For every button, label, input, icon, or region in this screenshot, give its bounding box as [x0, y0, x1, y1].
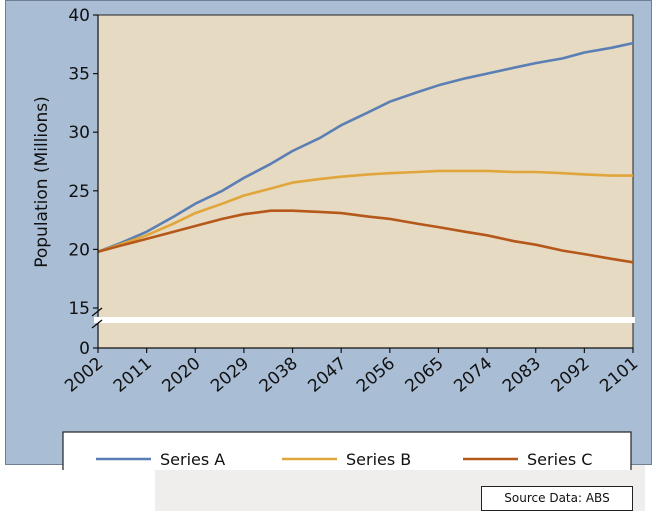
y-tick-label: 20 [68, 240, 90, 260]
y-tick-label: 15 [68, 299, 90, 319]
series-line-series-a [97, 41, 634, 253]
y-tick-label: 25 [68, 182, 90, 202]
legend-label-series-a: Series A [160, 450, 225, 469]
x-tick-label: 2065 [402, 354, 448, 397]
legend-label-series-c: Series C [527, 450, 592, 469]
y-axis-label: Population (Millions) [32, 96, 52, 268]
x-tick-label: 2101 [596, 354, 642, 397]
series-line-series-b [97, 169, 633, 253]
legend: Series A Series B Series C [62, 431, 632, 470]
x-tick-label: 2074 [450, 354, 496, 397]
x-tick-label: 2056 [353, 354, 399, 397]
y-tick-label: 35 [68, 65, 90, 85]
y-tick-label: 0 [79, 339, 90, 359]
y-tick-label: 30 [68, 123, 90, 143]
x-tick-label: 2020 [158, 354, 204, 397]
x-tick-label: 2029 [207, 354, 253, 397]
axis-break-gap [94, 317, 635, 323]
series-layer [97, 41, 634, 264]
axis-break-mark [91, 307, 103, 317]
x-tick-label: 2038 [256, 354, 302, 397]
x-tick-label: 2011 [110, 354, 156, 397]
series-line-series-c [97, 209, 634, 264]
x-tick-label: 2002 [61, 354, 107, 397]
legend-box [62, 431, 632, 470]
y-tick-label: 40 [68, 6, 90, 26]
x-tick-label: 2083 [499, 354, 545, 397]
source-note: Source Data: ABS [481, 486, 633, 511]
x-tick-label: 2092 [548, 354, 594, 397]
line-chart: 0 15 20 25 30 35 40 2002 2011 2020 2029 2038 2047 205… [32, 6, 642, 470]
plot-area [97, 14, 634, 349]
axis-break-mark [91, 319, 103, 329]
legend-label-series-b: Series B [346, 450, 411, 469]
x-tick-label: 2047 [304, 354, 350, 397]
